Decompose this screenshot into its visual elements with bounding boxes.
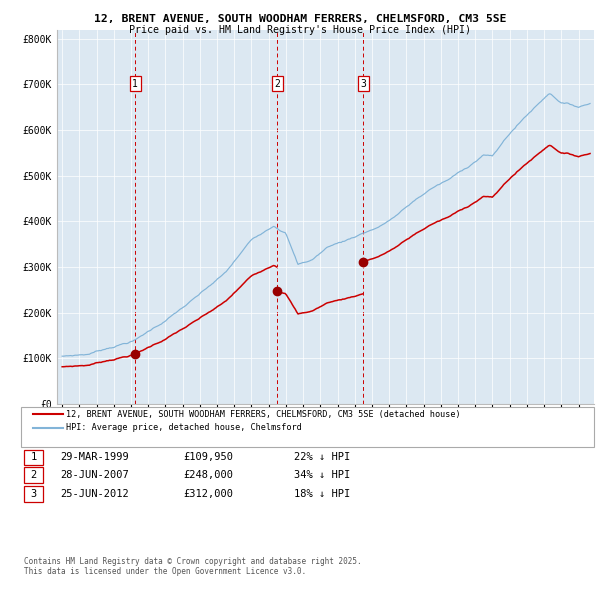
Text: 28-JUN-2007: 28-JUN-2007 <box>60 470 129 480</box>
Text: 12, BRENT AVENUE, SOUTH WOODHAM FERRERS, CHELMSFORD, CM3 5SE: 12, BRENT AVENUE, SOUTH WOODHAM FERRERS,… <box>94 14 506 24</box>
Text: 18% ↓ HPI: 18% ↓ HPI <box>294 489 350 499</box>
Text: 2: 2 <box>31 470 37 480</box>
Text: £312,000: £312,000 <box>183 489 233 499</box>
Text: 34% ↓ HPI: 34% ↓ HPI <box>294 470 350 480</box>
Text: £248,000: £248,000 <box>183 470 233 480</box>
Text: Price paid vs. HM Land Registry's House Price Index (HPI): Price paid vs. HM Land Registry's House … <box>129 25 471 35</box>
Text: 29-MAR-1999: 29-MAR-1999 <box>60 453 129 462</box>
Text: This data is licensed under the Open Government Licence v3.0.: This data is licensed under the Open Gov… <box>24 567 306 576</box>
Text: 12, BRENT AVENUE, SOUTH WOODHAM FERRERS, CHELMSFORD, CM3 5SE (detached house): 12, BRENT AVENUE, SOUTH WOODHAM FERRERS,… <box>66 409 461 419</box>
Text: 25-JUN-2012: 25-JUN-2012 <box>60 489 129 499</box>
Text: £109,950: £109,950 <box>183 453 233 462</box>
Text: 2: 2 <box>274 79 280 89</box>
Text: 22% ↓ HPI: 22% ↓ HPI <box>294 453 350 462</box>
Text: 3: 3 <box>360 79 366 89</box>
Text: Contains HM Land Registry data © Crown copyright and database right 2025.: Contains HM Land Registry data © Crown c… <box>24 558 362 566</box>
Text: 3: 3 <box>31 489 37 499</box>
Text: 1: 1 <box>31 453 37 462</box>
Text: 1: 1 <box>132 79 138 89</box>
Text: HPI: Average price, detached house, Chelmsford: HPI: Average price, detached house, Chel… <box>66 423 302 432</box>
